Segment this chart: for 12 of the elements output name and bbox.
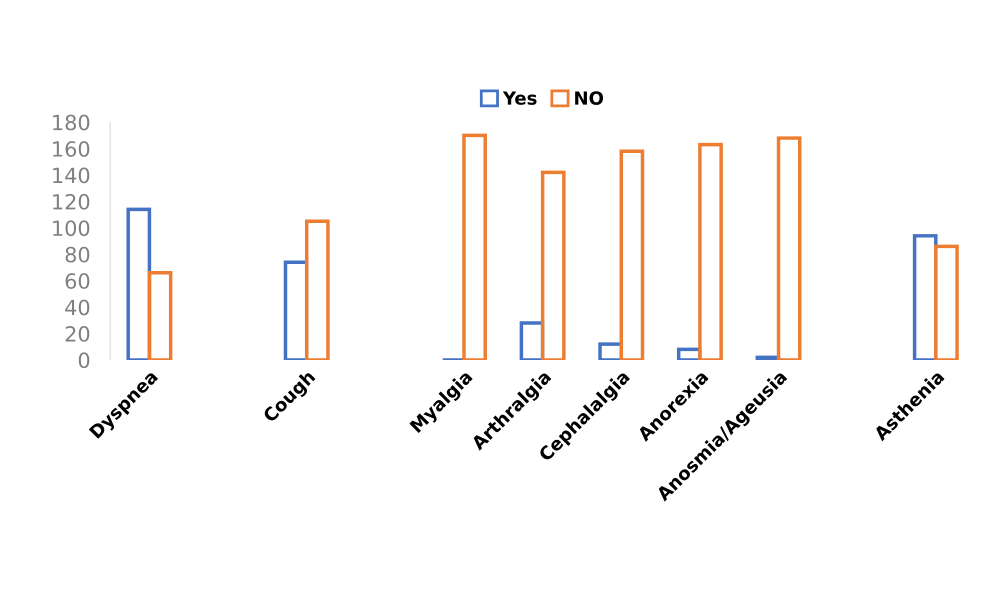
y-tick-label: 80 bbox=[66, 246, 90, 263]
y-tick-label: 20 bbox=[66, 326, 90, 342]
y-tick-label: 60 bbox=[66, 273, 90, 289]
y-tick-label: 180 bbox=[53, 114, 90, 130]
y-tick-label: 160 bbox=[53, 141, 90, 157]
y-tick-label: 140 bbox=[53, 168, 90, 184]
y-tick-label: 0 bbox=[78, 352, 90, 368]
y-tick-label: 40 bbox=[65, 300, 90, 316]
legend-label: Yes bbox=[502, 91, 537, 105]
legend-label: NO bbox=[575, 91, 604, 105]
y-tick-label: 120 bbox=[53, 194, 90, 210]
y-tick-label: 100 bbox=[53, 220, 90, 236]
